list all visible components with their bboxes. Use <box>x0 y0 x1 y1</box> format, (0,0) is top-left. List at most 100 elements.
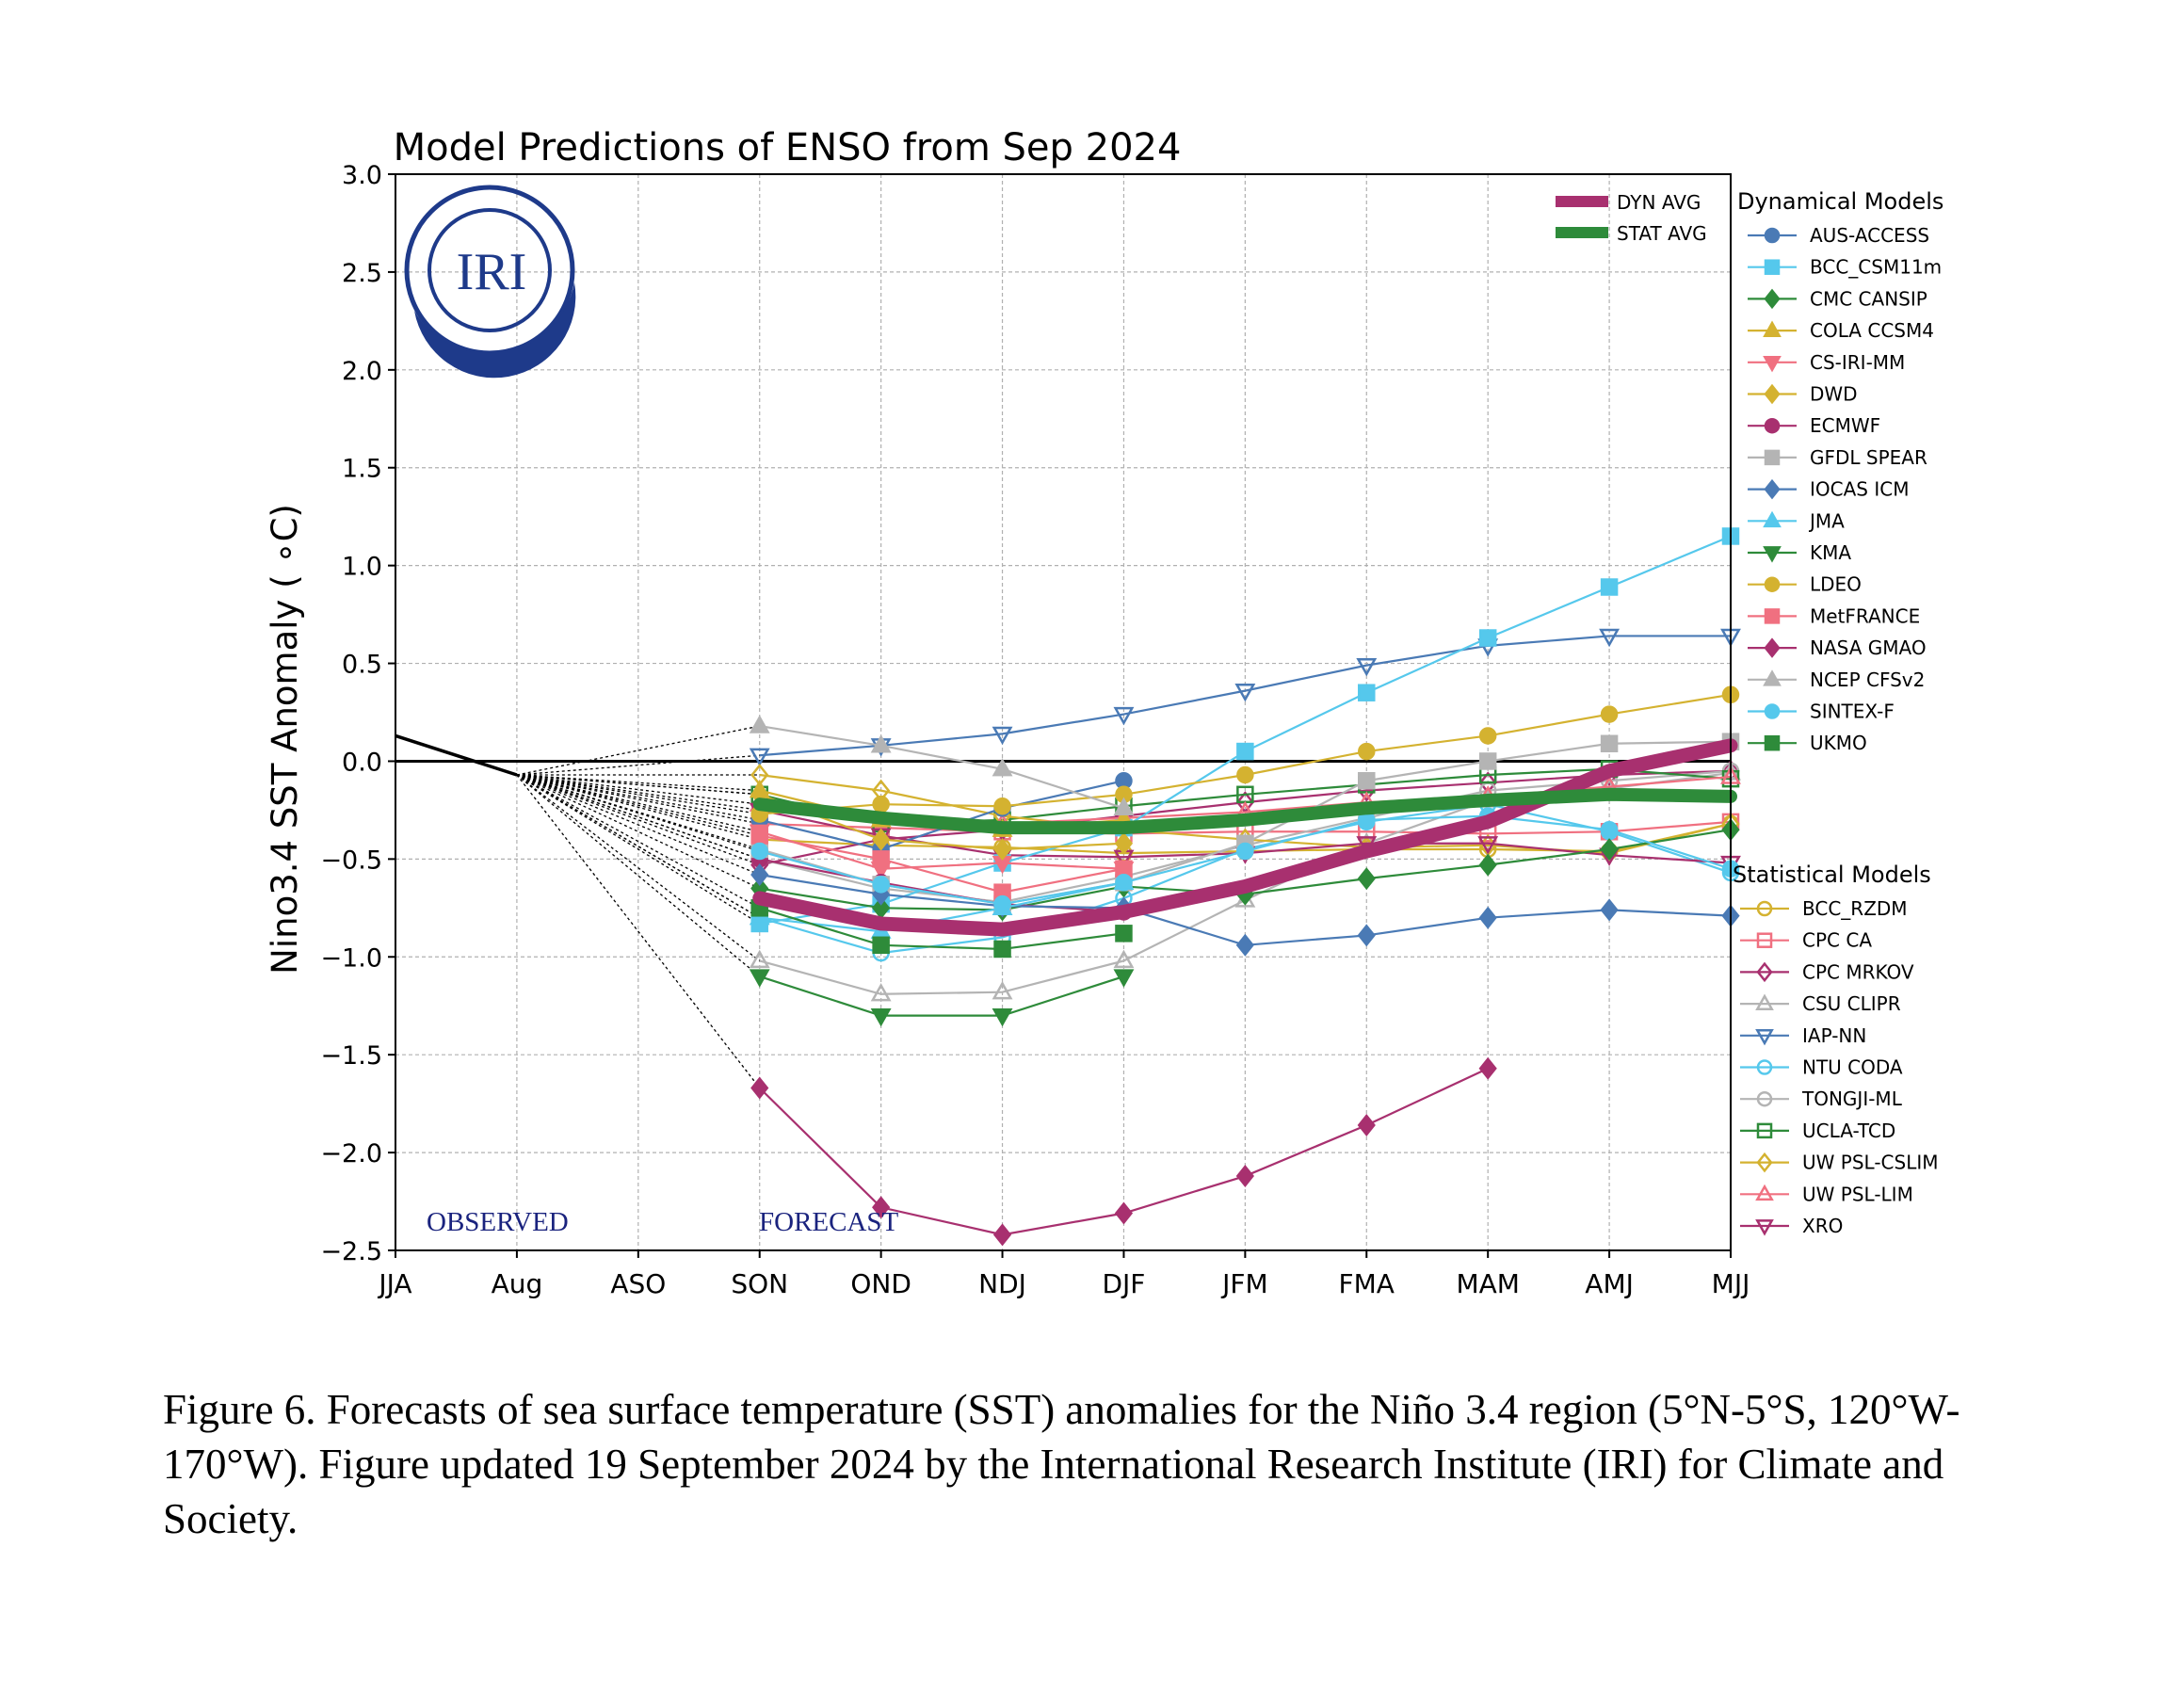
x-tick-label: MJJ <box>1712 1268 1750 1299</box>
legend-label: BCC_CSM11m <box>1810 256 1942 279</box>
legend-item: MetFRANCE <box>1748 604 1920 627</box>
data-point <box>1478 853 1497 877</box>
data-point <box>750 862 769 886</box>
legend-item: XRO <box>1740 1215 1843 1237</box>
legend-label: NASA GMAO <box>1810 636 1927 659</box>
legend-marker <box>1764 417 1781 434</box>
x-tick-label: ASO <box>610 1268 666 1299</box>
data-point <box>1356 657 1378 677</box>
legend-marker <box>1756 1059 1773 1075</box>
data-point <box>750 1076 769 1100</box>
legend-label: NCEP CFSv2 <box>1810 669 1925 691</box>
forecast-connector <box>516 774 760 837</box>
data-point <box>872 936 890 955</box>
legend-item: UW PSL-LIM <box>1740 1183 1913 1205</box>
legend-label: ECMWF <box>1810 414 1880 437</box>
legend-label: NTU CODA <box>1802 1056 1903 1079</box>
data-point <box>870 734 892 753</box>
legend-label: XRO <box>1802 1215 1843 1237</box>
legend-marker <box>1755 1219 1774 1236</box>
data-point <box>993 798 1011 815</box>
stat-avg-line <box>752 787 1737 835</box>
y-axis-label: Nino3.4 SST Anomaly ( ∘C) <box>265 504 305 975</box>
series-ncep-cfsv2 <box>749 715 1135 815</box>
legend-marker <box>1763 669 1782 686</box>
data-point <box>1478 752 1497 770</box>
legend-item: IOCAS ICM <box>1748 478 1909 501</box>
forecast-connector <box>516 725 760 776</box>
series-line <box>759 830 1124 870</box>
y-tick-label: −2.5 <box>320 1237 382 1266</box>
legend-label: LDEO <box>1810 573 1862 596</box>
series-line <box>759 635 1731 757</box>
legend-label: AUS-ACCESS <box>1810 224 1929 247</box>
y-tick-label: −2.0 <box>320 1139 382 1168</box>
data-point <box>1114 1201 1134 1225</box>
y-tick-label: −1.0 <box>320 943 382 973</box>
forecast-connector <box>516 774 761 977</box>
forecast-connector <box>516 774 761 890</box>
legend-marker <box>1756 900 1773 917</box>
y-tick-label: 0.0 <box>342 748 382 777</box>
statistical-legend: BCC_RZDM CPC CA CPC MRKOV CSU CLIPR IAP-NN NT… <box>1740 897 1939 1237</box>
data-point <box>1114 831 1134 855</box>
data-point <box>1477 836 1499 855</box>
data-point <box>1478 906 1497 929</box>
data-point <box>870 1007 892 1027</box>
legend-marker <box>1756 1152 1773 1173</box>
avg-legend-label: DYN AVG <box>1617 191 1701 214</box>
forecast-connector <box>516 774 761 919</box>
forecast-connector <box>516 774 761 961</box>
legend-item: BCC_CSM11m <box>1748 256 1942 279</box>
data-point <box>1236 842 1254 861</box>
legend-item: NASA GMAO <box>1748 636 1927 659</box>
x-tick-label: AMJ <box>1585 1268 1634 1299</box>
y-tick-label: 2.0 <box>342 357 382 386</box>
x-tick-label: SON <box>731 1268 788 1299</box>
legend-item: COLA CCSM4 <box>1748 319 1934 342</box>
forecast-connector <box>516 774 760 866</box>
legend-label: COLA CCSM4 <box>1810 319 1934 342</box>
y-tick-label: 3.0 <box>342 161 382 190</box>
legend-label: UW PSL-LIM <box>1802 1183 1913 1205</box>
data-point <box>1357 1113 1376 1136</box>
legend-label: MetFRANCE <box>1810 604 1920 627</box>
legend-marker <box>1764 608 1781 624</box>
x-tick-label: DJF <box>1102 1268 1145 1299</box>
y-tick-label: 1.0 <box>342 553 382 582</box>
data-point <box>749 969 770 988</box>
forecast-connector <box>516 774 761 925</box>
data-point <box>993 894 1011 913</box>
legend-item: CSU CLIPR <box>1740 992 1901 1015</box>
data-point <box>872 876 890 894</box>
series-line <box>759 834 1124 894</box>
series-iocas-icm <box>750 862 1740 957</box>
data-point <box>1357 924 1376 947</box>
data-point <box>1113 706 1135 726</box>
legend-marker <box>1756 1090 1773 1107</box>
data-point <box>1358 771 1376 790</box>
data-point <box>1234 683 1256 702</box>
legend-item: IAP-NN <box>1740 1024 1866 1047</box>
data-point <box>1235 933 1254 957</box>
legend-label: BCC_RZDM <box>1802 897 1908 920</box>
forecast-connector <box>516 754 760 776</box>
legend-item: LDEO <box>1748 573 1862 596</box>
data-point <box>749 748 770 766</box>
logo-text: IRI <box>457 243 527 301</box>
legend-item: UKMO <box>1748 732 1867 754</box>
legend-label: DWD <box>1810 383 1858 406</box>
legend-item: ECMWF <box>1748 414 1880 437</box>
data-point <box>1478 1056 1497 1080</box>
data-point <box>993 940 1011 959</box>
legend-item: SINTEX-F <box>1748 701 1895 723</box>
data-point <box>872 1196 891 1219</box>
data-point <box>749 715 770 733</box>
x-tick-labels: JJA Aug ASO SON OND NDJ DJF JFM FMA MAM AMJ MJJ <box>377 1250 1750 1299</box>
data-point <box>872 850 890 868</box>
forecast-connector <box>516 774 760 796</box>
forecast-connector <box>516 774 761 909</box>
series-kma <box>749 969 1135 1027</box>
data-point <box>992 758 1013 777</box>
data-point <box>992 837 1012 861</box>
